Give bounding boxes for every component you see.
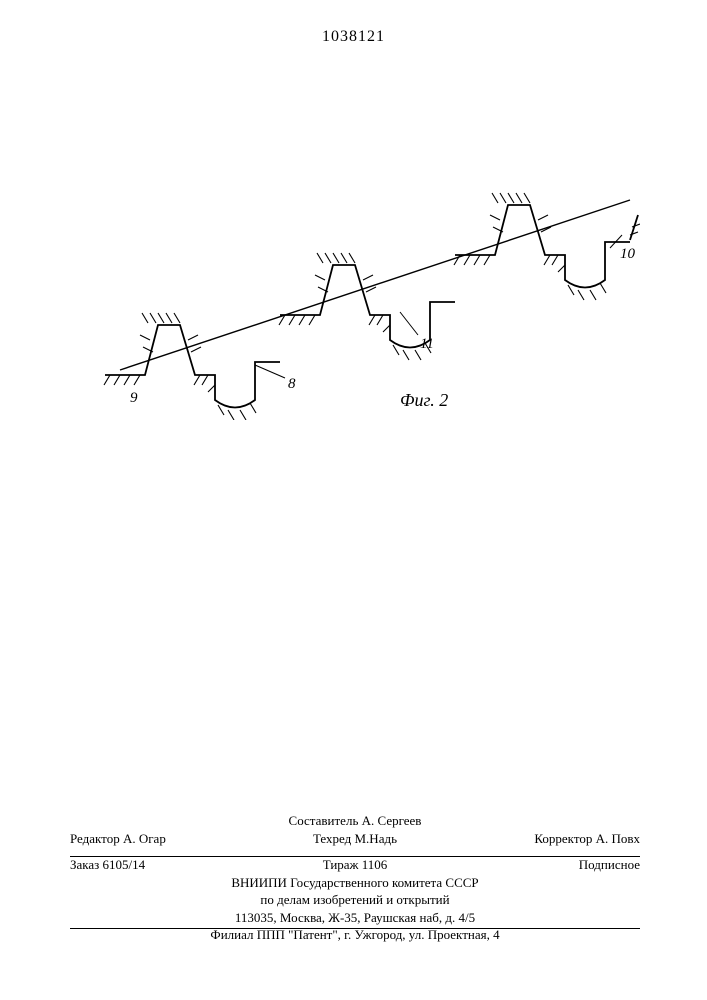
figure-2: 9 8 11 10 (100, 140, 640, 420)
document-number: 1038121 (0, 28, 707, 46)
editor: Редактор А. Огар (70, 830, 260, 848)
branch-text: Филиал ППП "Патент", г. Ужгород, ул. Про… (210, 927, 499, 942)
compiler: Составитель А. Сергеев (70, 812, 640, 830)
order-number: Заказ 6105/14 (70, 856, 260, 874)
label-10: 10 (620, 246, 636, 262)
figure-svg: 9 8 11 10 (100, 140, 640, 420)
org-address: 113035, Москва, Ж-35, Раушская наб, д. 4… (70, 909, 640, 927)
footer-credits: Составитель А. Сергеев Редактор А. Огар … (70, 812, 640, 847)
corrector: Корректор А. Повх (450, 830, 640, 848)
tirazh: Тираж 1106 (260, 856, 450, 874)
figure-caption: Фиг. 2 (400, 390, 448, 411)
footer-publication: Заказ 6105/14 Тираж 1106 Подписное ВНИИП… (70, 854, 640, 926)
org-line-2: по делам изобретений и открытий (70, 891, 640, 909)
techred: Техред М.Надь (260, 830, 450, 848)
label-8: 8 (288, 376, 296, 392)
org-line-1: ВНИИПИ Государственного комитета СССР (70, 874, 640, 892)
label-11: 11 (420, 336, 434, 352)
label-9: 9 (130, 390, 138, 406)
podpisnoe: Подписное (450, 856, 640, 874)
footer-branch: Филиал ППП "Патент", г. Ужгород, ул. Про… (70, 926, 640, 944)
